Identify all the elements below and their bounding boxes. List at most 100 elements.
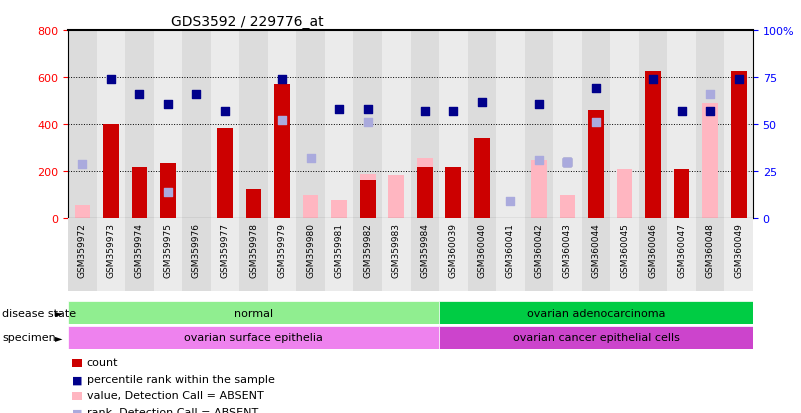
Bar [496, 219, 525, 291]
Text: GSM359973: GSM359973 [107, 223, 115, 278]
Text: GSM360048: GSM360048 [706, 223, 714, 277]
Bar [553, 31, 582, 219]
Bar [588, 111, 604, 219]
Bar [97, 219, 125, 291]
Bar [68, 301, 439, 324]
Bar [103, 125, 119, 219]
Bar [610, 219, 638, 291]
Text: GSM359983: GSM359983 [392, 223, 400, 278]
Text: ■: ■ [71, 375, 83, 385]
Bar [268, 31, 296, 219]
Text: ovarian adenocarcinoma: ovarian adenocarcinoma [527, 308, 666, 318]
Text: GSM359981: GSM359981 [335, 223, 344, 278]
Bar [296, 219, 325, 291]
Bar [239, 219, 268, 291]
Text: GSM359980: GSM359980 [306, 223, 315, 278]
Text: ovarian surface epithelia: ovarian surface epithelia [184, 332, 323, 343]
Text: disease state: disease state [2, 308, 77, 318]
Bar [582, 31, 610, 219]
Point [361, 120, 374, 126]
Bar [417, 159, 433, 219]
Bar [474, 139, 489, 219]
Bar [674, 170, 690, 219]
Text: GSM359984: GSM359984 [421, 223, 429, 277]
Point [590, 86, 602, 93]
Point [276, 76, 288, 83]
Text: GSM359972: GSM359972 [78, 223, 87, 277]
Text: GSM359976: GSM359976 [192, 223, 201, 278]
Text: GDS3592 / 229776_at: GDS3592 / 229776_at [171, 14, 324, 28]
Bar [553, 219, 582, 291]
Bar [211, 31, 239, 219]
Bar [303, 195, 319, 219]
Bar [496, 31, 525, 219]
Text: ►: ► [55, 308, 62, 318]
Bar [160, 164, 175, 219]
Point [162, 101, 175, 107]
Point [219, 109, 231, 115]
Text: GSM360043: GSM360043 [563, 223, 572, 277]
Bar [439, 326, 753, 349]
Text: GSM360042: GSM360042 [534, 223, 543, 277]
Bar [182, 219, 211, 291]
Point [162, 189, 175, 196]
Bar [239, 31, 268, 219]
Bar [388, 176, 404, 219]
Point [332, 107, 345, 113]
Bar [696, 219, 724, 291]
Bar [731, 72, 747, 219]
Bar [525, 219, 553, 291]
Point [276, 118, 288, 124]
Bar [468, 31, 496, 219]
Bar [217, 128, 233, 219]
Point [361, 107, 374, 113]
Bar [274, 85, 290, 219]
Bar [445, 167, 461, 219]
Bar [131, 167, 147, 219]
Bar [724, 219, 753, 291]
Point [732, 76, 745, 83]
Bar [74, 206, 91, 219]
Bar [468, 219, 496, 291]
Bar [560, 195, 575, 219]
Bar [638, 31, 667, 219]
Point [418, 109, 431, 115]
Bar [68, 326, 439, 349]
Bar [588, 172, 604, 219]
Bar [68, 31, 97, 219]
Bar [410, 219, 439, 291]
Point [504, 199, 517, 205]
Point [476, 99, 489, 106]
Text: GSM360044: GSM360044 [591, 223, 601, 277]
Bar [582, 219, 610, 291]
Bar [382, 219, 410, 291]
Text: count: count [87, 357, 118, 367]
Text: GSM360045: GSM360045 [620, 223, 629, 277]
Bar [531, 160, 547, 219]
Text: GSM359974: GSM359974 [135, 223, 144, 277]
Text: value, Detection Call = ABSENT: value, Detection Call = ABSENT [87, 390, 264, 400]
Bar [439, 219, 468, 291]
Bar [154, 219, 182, 291]
Bar [353, 31, 382, 219]
Bar [154, 31, 182, 219]
Text: normal: normal [234, 308, 273, 318]
Point [704, 109, 717, 115]
Bar [439, 31, 468, 219]
Bar [325, 31, 353, 219]
Bar [332, 200, 347, 219]
Bar [296, 31, 325, 219]
Point [561, 159, 574, 166]
Text: GSM360047: GSM360047 [677, 223, 686, 277]
Point [104, 76, 117, 83]
Text: percentile rank within the sample: percentile rank within the sample [87, 374, 275, 384]
Bar [97, 31, 125, 219]
Bar [638, 219, 667, 291]
Point [190, 92, 203, 98]
Point [561, 159, 574, 166]
Bar [646, 72, 661, 219]
Text: GSM360049: GSM360049 [735, 223, 743, 277]
Bar [667, 31, 696, 219]
Bar [360, 174, 376, 219]
Bar [702, 104, 718, 219]
